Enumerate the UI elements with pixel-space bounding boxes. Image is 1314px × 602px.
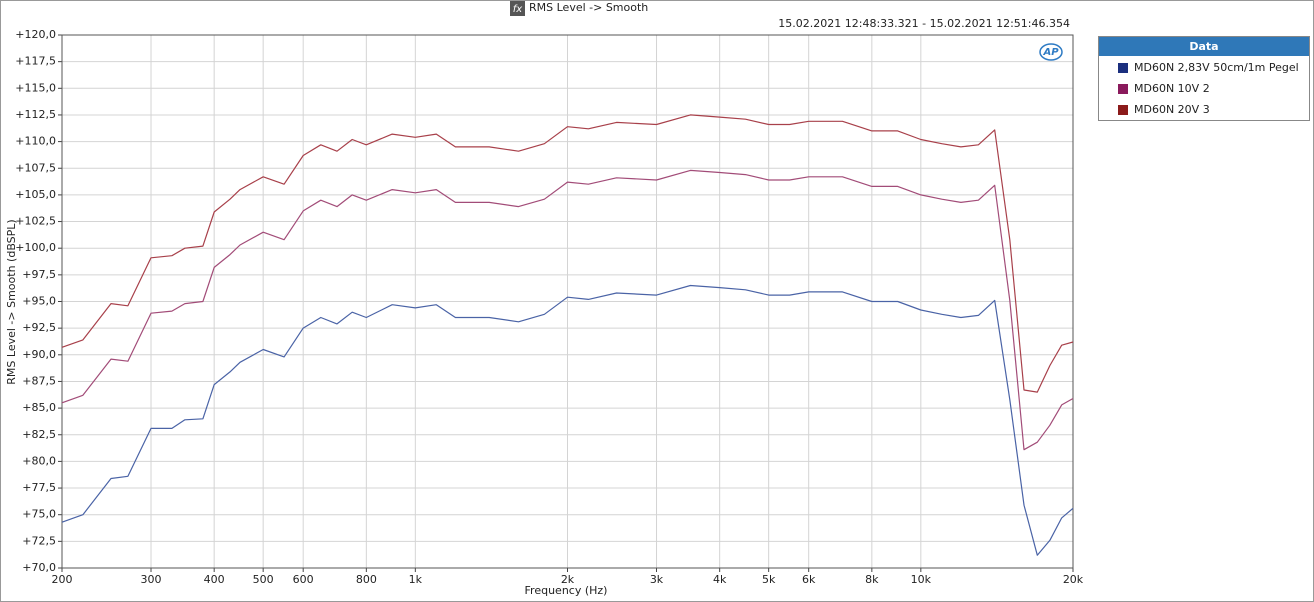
y-tick-label: +82,5 [22, 428, 56, 441]
y-tick-label: +105,0 [15, 188, 56, 201]
y-tick-label: +110,0 [15, 135, 56, 148]
legend-swatch [1118, 63, 1128, 73]
y-tick-label: +100,0 [15, 241, 56, 254]
fx-icon: fx [510, 1, 525, 16]
x-tick-label: 8k [865, 573, 879, 586]
svg-text:fx: fx [513, 4, 523, 15]
svg-text:AP: AP [1042, 47, 1059, 58]
y-tick-label: +92,5 [22, 321, 56, 334]
x-tick-label: 10k [911, 573, 932, 586]
y-tick-label: +120,0 [15, 28, 56, 41]
x-tick-label: 200 [52, 573, 73, 586]
y-tick-label: +112,5 [15, 108, 56, 121]
legend-label: MD60N 10V 2 [1134, 82, 1210, 95]
plot-area [61, 34, 1074, 569]
ap-logo: AP [1039, 43, 1063, 61]
y-axis-label: RMS Level -> Smooth (dBSPL) [5, 219, 18, 384]
x-tick-label: 20k [1063, 573, 1084, 586]
x-tick-label: 5k [762, 573, 776, 586]
y-tick-label: +90,0 [22, 348, 56, 361]
x-tick-label: 3k [650, 573, 664, 586]
y-tick-label: +87,5 [22, 374, 56, 387]
legend: Data [1098, 36, 1310, 121]
x-tick-label: 4k [713, 573, 727, 586]
y-tick-label: +97,5 [22, 268, 56, 281]
y-tick-label: +102,5 [15, 215, 56, 228]
x-tick-label: 500 [253, 573, 274, 586]
series-line [61, 114, 1074, 393]
legend-swatch [1118, 105, 1128, 115]
x-tick-label: 300 [141, 573, 162, 586]
y-tick-label: +70,0 [22, 561, 56, 574]
series-line [61, 284, 1074, 556]
y-tick-label: +75,0 [22, 508, 56, 521]
y-tick-label: +85,0 [22, 401, 56, 414]
legend-swatch [1118, 84, 1128, 94]
y-tick-label: +80,0 [22, 454, 56, 467]
series-line [61, 169, 1074, 451]
x-axis-label: Frequency (Hz) [525, 584, 608, 597]
y-tick-label: +77,5 [22, 481, 56, 494]
x-tick-label: 6k [802, 573, 816, 586]
chart-title: RMS Level -> Smooth [529, 1, 648, 14]
y-tick-label: +72,5 [22, 534, 56, 547]
y-tick-label: +117,5 [15, 55, 56, 68]
x-tick-label: 400 [204, 573, 225, 586]
x-tick-label: 600 [293, 573, 314, 586]
legend-title: Data [1189, 40, 1218, 53]
x-tick-label: 1k [409, 573, 423, 586]
legend-label: MD60N 20V 3 [1134, 103, 1210, 116]
x-tick-label: 2k [561, 573, 575, 586]
y-tick-label: +107,5 [15, 161, 56, 174]
y-tick-label: +115,0 [15, 81, 56, 94]
y-tick-label: +95,0 [22, 295, 56, 308]
chart-subtitle: 15.02.2021 12:48:33.321 - 15.02.2021 12:… [778, 17, 1070, 30]
legend-label: MD60N 2,83V 50cm/1m Pegel [1134, 61, 1299, 74]
x-tick-label: 800 [356, 573, 377, 586]
